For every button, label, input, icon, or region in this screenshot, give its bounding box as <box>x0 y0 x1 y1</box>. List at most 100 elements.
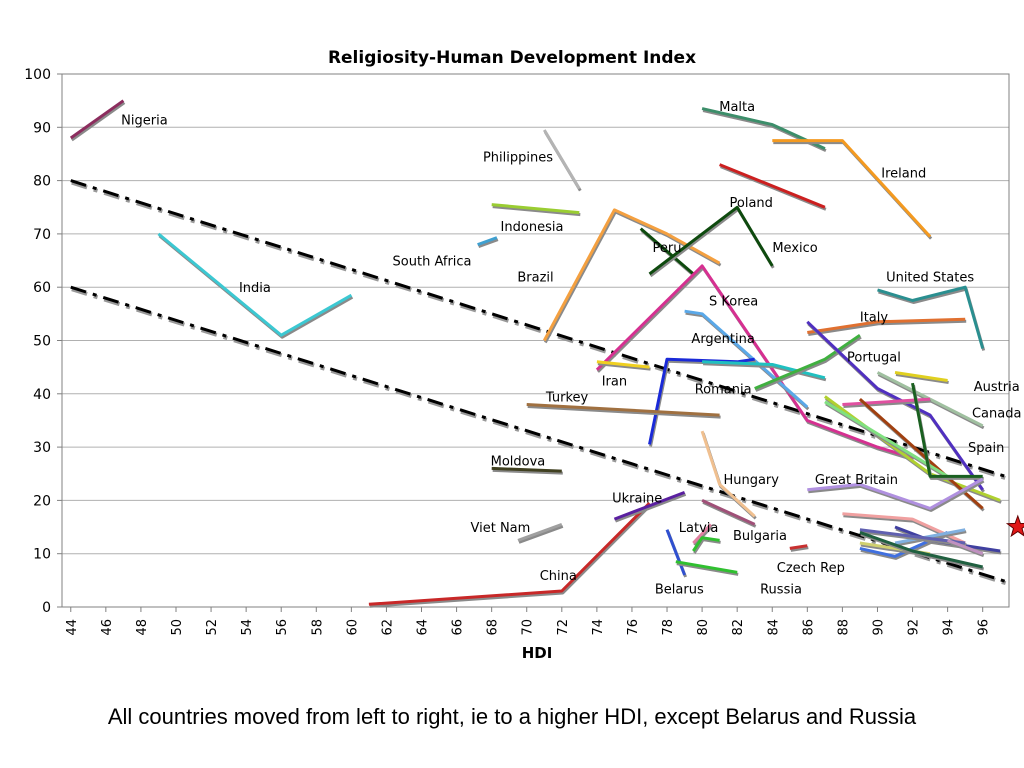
x-tick-label: 90 <box>871 619 886 636</box>
trend-line <box>70 179 1006 478</box>
series-line <box>477 236 498 247</box>
country-label: India <box>239 281 271 296</box>
y-tick-label: 60 <box>33 280 51 296</box>
country-label: Peru <box>653 241 682 256</box>
y-tick-label: 100 <box>24 67 51 83</box>
x-tick-label: 72 <box>556 619 571 636</box>
country-label: Portugal <box>847 350 901 365</box>
trend-line-shadow <box>71 287 1008 586</box>
series-line-shadow <box>527 405 721 419</box>
series-line <box>648 205 774 276</box>
series-line <box>517 522 563 542</box>
country-label: Viet Nam <box>471 521 531 536</box>
series-line <box>595 264 913 460</box>
y-axis-ticks: 0 10 20 30 40 50 60 70 80 90 100 <box>24 67 62 616</box>
series-line <box>543 129 581 190</box>
series-line <box>491 203 580 215</box>
series-line-shadow <box>597 362 651 371</box>
x-axis-label: HDI <box>522 644 553 662</box>
series-line-shadow <box>492 205 581 217</box>
trend-line-shadow <box>71 180 1008 481</box>
x-tick-label: 50 <box>170 619 185 636</box>
country-label: Malta <box>719 100 755 115</box>
country-label: Iran <box>602 374 627 389</box>
series-line-shadow <box>518 524 564 544</box>
country-label: Turkey <box>545 390 589 405</box>
series-line <box>947 538 984 556</box>
country-label: Ukraine <box>612 492 662 507</box>
series-line <box>368 502 651 606</box>
x-tick-label: 52 <box>205 619 220 636</box>
series-line-shadow <box>773 141 933 240</box>
x-tick-label: 58 <box>310 619 325 636</box>
series-line-shadow <box>676 562 739 576</box>
country-label: Russia <box>760 582 802 597</box>
series-line <box>157 232 353 337</box>
star-marker <box>1005 514 1024 538</box>
country-label: Brazil <box>517 271 553 286</box>
country-label: Moldova <box>491 454 546 469</box>
series-line-shadow <box>492 468 563 475</box>
series-line-shadow <box>808 319 967 336</box>
series-line-shadow <box>702 109 827 152</box>
series-line-shadow <box>614 492 687 523</box>
x-tick-label: 80 <box>696 619 711 636</box>
series-line <box>69 99 125 140</box>
x-tick-label: 48 <box>135 619 150 636</box>
country-label: Belarus <box>655 582 704 597</box>
series-line-shadow <box>693 525 713 547</box>
x-tick-label: 78 <box>661 619 676 636</box>
x-tick-label: 82 <box>731 619 746 636</box>
country-label: Nigeria <box>121 113 168 128</box>
series-line-shadow <box>895 527 1002 555</box>
x-tick-label: 86 <box>801 619 816 636</box>
series-line <box>911 382 983 478</box>
series-line <box>789 544 808 550</box>
x-tick-label: 64 <box>416 619 431 636</box>
country-label: United States <box>886 271 974 286</box>
x-tick-label: 66 <box>451 619 466 636</box>
country-label: South Africa <box>393 255 472 270</box>
x-tick-label: 76 <box>626 619 641 636</box>
x-axis-ticks: 44 46 48 50 52 54 56 58 60 62 64 66 68 70 72 74 76 78 80 82… <box>65 607 992 636</box>
y-tick-label: 10 <box>33 547 51 563</box>
series-line <box>596 360 650 369</box>
trend-line <box>70 285 1006 583</box>
series-line <box>754 333 861 390</box>
x-tick-label: 92 <box>907 619 922 636</box>
series-line-shadow <box>755 335 862 392</box>
y-tick-label: 80 <box>33 174 51 190</box>
series-line-shadow <box>808 479 985 512</box>
series-line <box>639 227 695 276</box>
x-tick-label: 88 <box>836 619 851 636</box>
country-label: Canada <box>972 406 1021 421</box>
country-label: Austria <box>974 380 1020 395</box>
series-line-shadow <box>895 373 949 384</box>
country-label: Bulgaria <box>733 529 787 544</box>
country-label: Indonesia <box>501 220 564 235</box>
y-tick-label: 90 <box>33 120 51 136</box>
country-label: Argentina <box>691 332 754 347</box>
series-line-shadow <box>478 238 499 249</box>
country-label: Philippines <box>483 151 553 166</box>
x-tick-label: 70 <box>521 619 536 636</box>
x-tick-label: 56 <box>275 619 290 636</box>
series-line <box>859 530 984 569</box>
slide-caption: All countries moved from left to right, … <box>107 704 917 729</box>
series-line <box>894 528 966 545</box>
series-line-shadow <box>790 546 809 552</box>
country-labels: Nigeria Philippines Indonesia South Africa I… <box>121 100 1021 597</box>
series-line <box>675 560 738 574</box>
series-line-shadow <box>703 362 827 382</box>
chart-markers <box>1005 514 1024 538</box>
series-line-shadow <box>369 504 652 608</box>
country-label: Ireland <box>881 167 926 182</box>
country-label: S Korea <box>709 295 758 310</box>
country-label: Mexico <box>772 241 817 256</box>
country-label: Hungary <box>723 473 779 488</box>
series-line <box>692 536 720 552</box>
x-tick-label: 74 <box>591 619 606 636</box>
y-tick-label: 40 <box>33 387 51 403</box>
series-line <box>807 317 966 334</box>
series-line-shadow <box>860 532 985 571</box>
